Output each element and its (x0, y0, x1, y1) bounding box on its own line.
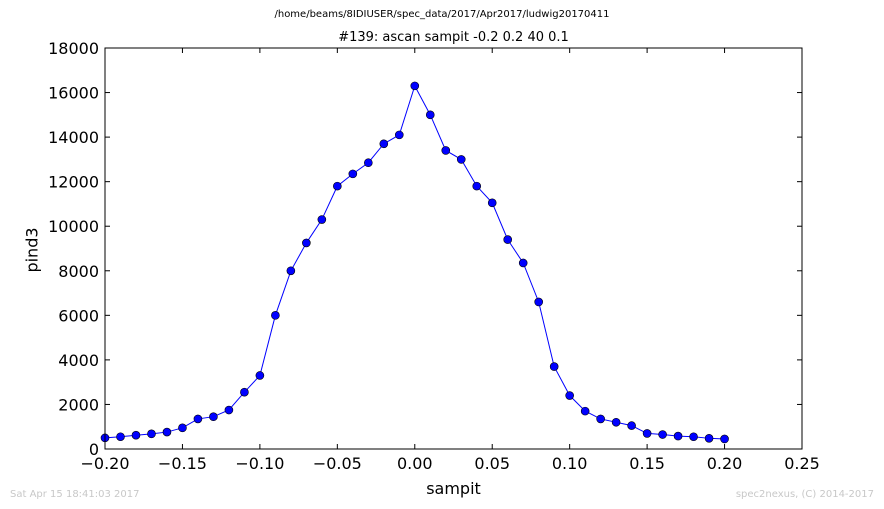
data-point (658, 430, 667, 439)
x-tick-label: 0.10 (552, 454, 588, 473)
data-point (720, 434, 729, 444)
data-point (704, 434, 714, 443)
data-point (116, 432, 125, 442)
data-point (333, 181, 342, 191)
x-tick-label: −0.20 (80, 454, 129, 473)
x-axis-label: sampit (426, 479, 481, 498)
data-point (162, 427, 172, 437)
series-line (104, 84, 725, 440)
data-point (302, 238, 311, 248)
data-point (286, 266, 296, 276)
x-tick-label: 0.00 (397, 454, 433, 473)
y-tick-label: 8000 (58, 262, 99, 281)
x-tick-label: 0.20 (707, 454, 743, 473)
y-tick-label: 6000 (58, 306, 99, 325)
x-tick-label: −0.10 (235, 454, 284, 473)
y-tick-label: 12000 (48, 173, 99, 192)
x-tick-label: −0.15 (158, 454, 207, 473)
data-point (271, 311, 280, 320)
figure-suptitle: /home/beams/8IDIUSER/spec_data/2017/Apr2… (274, 9, 610, 20)
data-point (348, 169, 358, 179)
data-point (224, 405, 234, 415)
data-point (364, 158, 373, 168)
data-point (689, 432, 698, 442)
x-tick-label: 0.25 (784, 454, 820, 473)
data-point (518, 258, 528, 268)
axes-frame (104, 47, 803, 450)
copyright-footer: spec2nexus, (C) 2014-2017 (735, 489, 874, 500)
x-tick-label: −0.05 (313, 454, 362, 473)
y-tick-label: 18000 (48, 39, 99, 58)
data-point (456, 155, 466, 164)
x-tick-label: 0.05 (474, 454, 510, 473)
data-point (487, 198, 497, 208)
data-point (379, 139, 389, 149)
data-point (534, 297, 543, 307)
data-point (147, 429, 156, 439)
y-axis-label: pind3 (22, 227, 42, 273)
y-tick-label: 10000 (48, 217, 99, 236)
y-tick-label: 0 (89, 440, 99, 459)
data-point (472, 181, 482, 191)
data-point (565, 391, 574, 400)
data-point (642, 429, 652, 438)
data-point (240, 387, 249, 397)
x-tick-label: 0.15 (629, 454, 665, 473)
data-point (394, 130, 404, 140)
y-tick-label: 14000 (48, 128, 99, 147)
data-point (317, 215, 327, 224)
data-point (131, 430, 141, 440)
chart-title: #139: ascan sampit -0.2 0.2 40 0.1 (338, 30, 569, 45)
data-point (627, 421, 636, 430)
data-point (441, 146, 451, 155)
data-point (549, 362, 559, 371)
data-point (178, 423, 187, 433)
data-point (410, 81, 420, 91)
timestamp-footer: Sat Apr 15 18:41:03 2017 (10, 489, 140, 500)
data-point (209, 412, 218, 421)
y-tick-label: 4000 (58, 351, 99, 370)
data-point (425, 110, 435, 120)
y-tick-label: 2000 (58, 395, 99, 414)
data-point (673, 431, 683, 441)
data-point (580, 406, 590, 416)
y-tick-label: 16000 (48, 84, 99, 103)
data-point (596, 414, 605, 424)
data-point (193, 414, 203, 424)
data-point (255, 371, 265, 380)
data-point (503, 235, 513, 244)
data-point (611, 417, 621, 427)
